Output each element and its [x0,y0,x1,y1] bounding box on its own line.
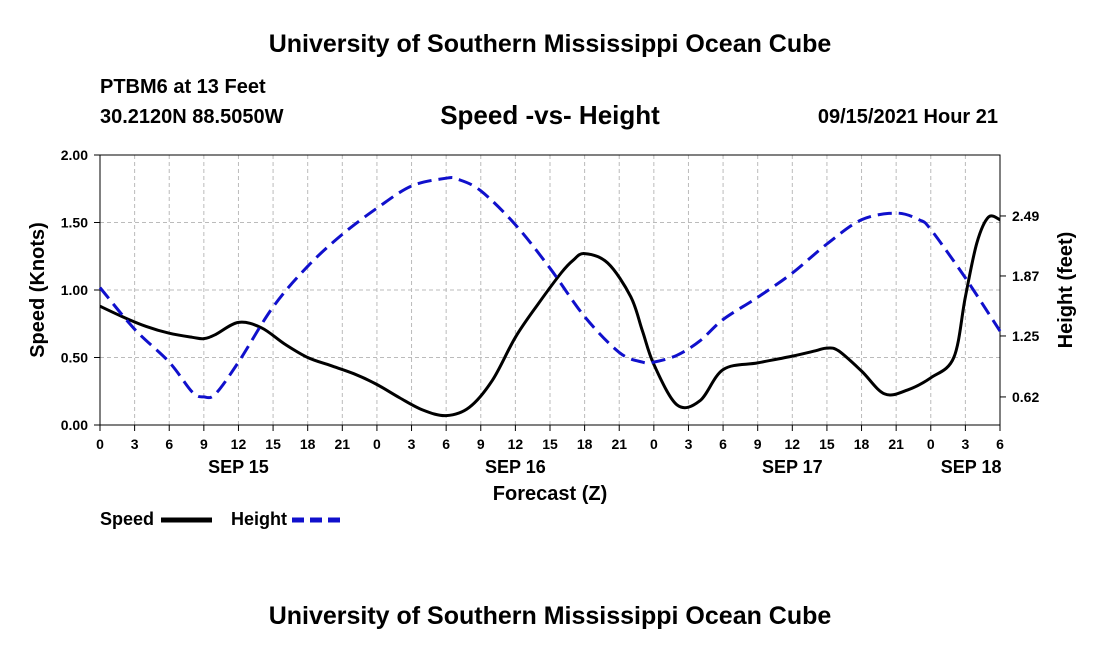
station-label: PTBM6 at 13 Feet [100,76,266,98]
x-tick-label: 9 [477,436,485,452]
legend: Speed Height [100,509,343,529]
y2-tick-label: 0.62 [1012,389,1039,405]
x-tick-label: 21 [888,436,904,452]
date-label: SEP 18 [941,457,1002,477]
x-tick-label: 12 [785,436,801,452]
x-tick-label: 6 [442,436,450,452]
x-tick-label: 0 [373,436,381,452]
x-tick-label: 18 [854,436,870,452]
x-tick-label: 15 [819,436,835,452]
x-tick-label: 15 [265,436,281,452]
y-tick-label: 0.00 [61,417,88,433]
x-tick-label: 12 [231,436,247,452]
x-tick-label: 12 [508,436,524,452]
x-tick-label: 9 [754,436,762,452]
y-tick-label: 1.00 [61,282,88,298]
legend-height-label: Height [231,509,287,529]
station-coordinates: 30.2120N 88.5050W [100,106,284,128]
tick-labels: 0 3 6 9 12 15 18 21 0 3 6 9 12 15 18 21 0 3 6 9 12 15 18 21 0 3 6 0… [61,147,1040,477]
x-tick-label: 9 [200,436,208,452]
x-tick-label: 21 [611,436,627,452]
x-tick-label: 18 [577,436,593,452]
x-tick-label: 6 [996,436,1004,452]
y-axis-label: Speed (Knots) [27,222,49,358]
x-tick-label: 3 [961,436,969,452]
x-tick-label: 0 [96,436,104,452]
chart-title-bottom: University of Southern Mississippi Ocean… [268,602,832,630]
series [98,175,1002,418]
x-tick-label: 3 [408,436,416,452]
x-tick-label: 0 [927,436,935,452]
y-tick-label: 1.50 [61,215,88,231]
grid [100,155,1000,425]
x-tick-label: 18 [300,436,316,452]
date-label: SEP 17 [762,457,823,477]
y2-tick-label: 1.25 [1012,328,1039,344]
date-label: SEP 16 [485,457,546,477]
series-line-speed [99,214,1001,418]
forecast-datetime: 09/15/2021 Hour 21 [817,106,998,128]
x-tick-label: 3 [131,436,139,452]
series-line-height [98,175,1002,400]
legend-speed-label: Speed [100,509,154,529]
y2-tick-label: 2.49 [1012,208,1039,224]
x-tick-label: 15 [542,436,558,452]
x-tick-label: 0 [650,436,658,452]
y2-axis-label: Height (feet) [1055,232,1077,349]
chart-subtitle: Speed -vs- Height [440,100,660,130]
y2-tick-label: 1.87 [1012,268,1039,284]
chart-title-top: University of Southern Mississippi Ocean… [268,30,832,58]
x-tick-label: 6 [165,436,173,452]
x-tick-label: 3 [685,436,693,452]
x-tick-label: 21 [335,436,351,452]
y-tick-label: 0.50 [61,350,88,366]
axes [94,154,1006,431]
x-tick-label: 6 [719,436,727,452]
x-axis-label: Forecast (Z) [493,483,607,505]
date-label: SEP 15 [208,457,269,477]
y-tick-label: 2.00 [61,147,88,163]
